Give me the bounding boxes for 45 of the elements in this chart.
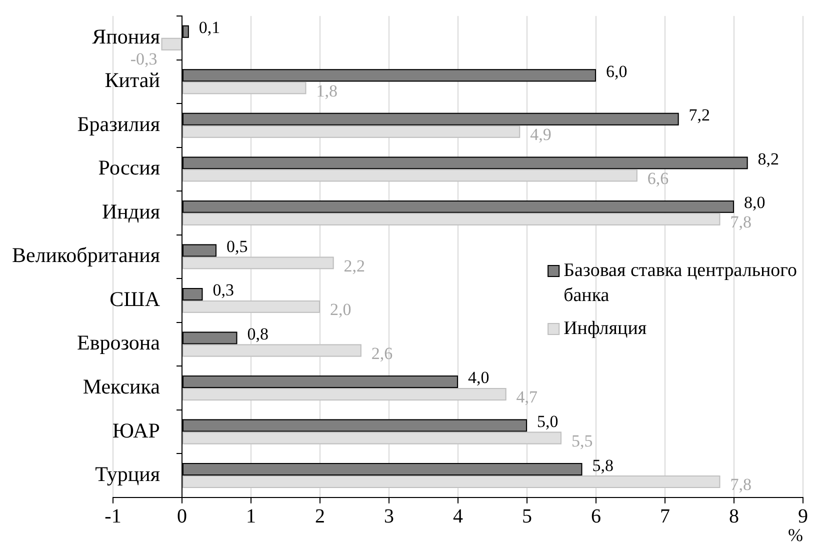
data-label: 8,0 bbox=[744, 193, 766, 212]
y-tick-label: Индия bbox=[102, 199, 160, 224]
data-label: 0,5 bbox=[226, 236, 248, 256]
data-label: 6,0 bbox=[606, 62, 628, 81]
x-tick-label: 3 bbox=[384, 506, 394, 528]
data-label: 4,7 bbox=[516, 388, 538, 407]
y-tick-label: Мексика bbox=[82, 374, 161, 399]
x-tick-label: -1 bbox=[104, 506, 122, 528]
legend-label: Инфляция bbox=[564, 318, 647, 340]
data-label: -0,3 bbox=[130, 50, 158, 69]
data-label: 0,8 bbox=[247, 324, 268, 344]
y-tick-label: Турция bbox=[95, 462, 160, 486]
data-label: 7,8 bbox=[730, 212, 752, 232]
y-tick-label: Еврозона bbox=[77, 330, 161, 355]
data-label: 2,6 bbox=[371, 344, 393, 363]
x-tick-label: 8 bbox=[729, 506, 739, 528]
x-tick-label: 1 bbox=[246, 506, 256, 528]
data-label: 8,2 bbox=[758, 149, 780, 168]
y-tick-label: Великобритания bbox=[12, 243, 160, 268]
data-label: 7,8 bbox=[730, 475, 752, 494]
data-label: 0,3 bbox=[212, 280, 234, 300]
y-tick-label: Япония bbox=[92, 24, 160, 48]
y-tick-label: Китай bbox=[104, 68, 160, 92]
data-label: 0,1 bbox=[198, 18, 220, 38]
data-label: 1,8 bbox=[316, 81, 338, 100]
y-tick-label: США bbox=[110, 286, 161, 311]
x-tick-label: 7 bbox=[660, 506, 670, 528]
data-label: 2,0 bbox=[330, 300, 352, 320]
legend-label: Базовая ставка центрального банка bbox=[564, 260, 798, 306]
data-label: 4,9 bbox=[530, 125, 552, 144]
x-tick-label: 0 bbox=[177, 506, 187, 528]
y-tick-label: ЮАР bbox=[112, 418, 160, 442]
x-tick-label: 2 bbox=[315, 506, 325, 528]
data-label: 2,2 bbox=[344, 256, 366, 276]
data-label: 5,0 bbox=[537, 412, 558, 431]
data-label: 5,8 bbox=[592, 456, 614, 475]
y-tick-label: Россия bbox=[98, 156, 160, 180]
data-label: 6,6 bbox=[647, 168, 669, 188]
x-tick-label: 5 bbox=[522, 506, 532, 528]
y-tick-label: Бразилия bbox=[77, 112, 160, 136]
x-tick-label: 6 bbox=[591, 506, 601, 528]
data-label: 4,0 bbox=[468, 368, 490, 388]
data-label: 7,2 bbox=[688, 106, 710, 125]
data-label: 5,5 bbox=[572, 431, 593, 450]
x-tick-label: 4 bbox=[453, 506, 463, 528]
